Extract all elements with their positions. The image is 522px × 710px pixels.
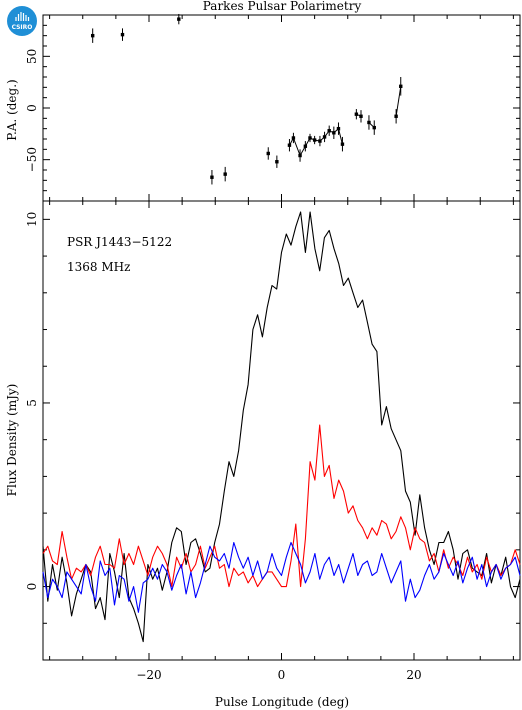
pa-line-segment [395, 86, 402, 117]
pa-data-point [223, 172, 227, 176]
pa-data-point [372, 125, 376, 130]
flux-circular-polarization-line [42, 541, 521, 613]
pa-data-point [308, 136, 312, 140]
pa-data-points [90, 13, 403, 185]
chart-title: Parkes Pulsar Polarimetry [203, 0, 362, 13]
frequency-annotation: 1368 MHz [67, 260, 130, 274]
pa-data-point [399, 84, 403, 88]
pa-axis-ticks: −50 0 50 [25, 14, 520, 202]
pa-data-point [394, 114, 398, 118]
flux-x-tick-label: 0 [278, 668, 286, 682]
flux-y-tick-label: 5 [25, 399, 39, 407]
pa-data-point [177, 17, 181, 21]
flux-x-tick-label: 20 [406, 668, 421, 682]
pa-data-point [210, 175, 214, 179]
pa-data-point [90, 33, 95, 38]
flux-linear-polarization-line [42, 424, 521, 588]
flux-y-tick-label: 10 [25, 212, 39, 227]
pa-data-point [327, 129, 331, 133]
pulsar-name-annotation: PSR J1443−5122 [67, 235, 172, 249]
pa-data-point [367, 120, 371, 125]
pa-axis-label: P.A. (deg.) [5, 79, 19, 140]
flux-total-intensity-line [42, 211, 521, 643]
pa-data-point [287, 143, 292, 147]
pa-data-point [303, 144, 308, 148]
pa-y-tick-label: −50 [25, 147, 39, 172]
pa-data-point [275, 160, 279, 164]
flux-axis-label: Flux Density (mJy) [5, 384, 19, 497]
pa-y-tick-label: 50 [25, 49, 39, 64]
pa-data-point [322, 135, 327, 139]
flux-axis-ticks: 0 5 10 −20 0 20 [25, 201, 520, 682]
pa-panel-frame [42, 14, 521, 202]
x-axis-label: Pulse Longitude (deg) [215, 695, 349, 709]
pa-y-tick-label: 0 [25, 104, 39, 112]
pa-data-point [340, 142, 345, 146]
flux-series [42, 211, 521, 643]
pa-data-point [120, 32, 125, 37]
csiro-logo-badge-icon [7, 6, 37, 36]
pa-data-point [359, 114, 363, 118]
pa-data-point [354, 112, 359, 116]
pa-data-point [318, 139, 322, 143]
pa-data-point [291, 136, 296, 140]
flux-x-tick-label: −20 [136, 668, 161, 682]
pa-data-point [312, 138, 317, 142]
flux-y-tick-label: 0 [25, 583, 39, 591]
pa-data-point [266, 151, 270, 156]
pa-data-point [298, 153, 302, 158]
pa-data-point [332, 131, 336, 135]
csiro-logo-bars-icon [15, 12, 30, 21]
csiro-logo-text: CSIRO [12, 24, 33, 31]
pa-data-point [336, 126, 341, 131]
csiro-logo: CSIRO [7, 6, 37, 36]
